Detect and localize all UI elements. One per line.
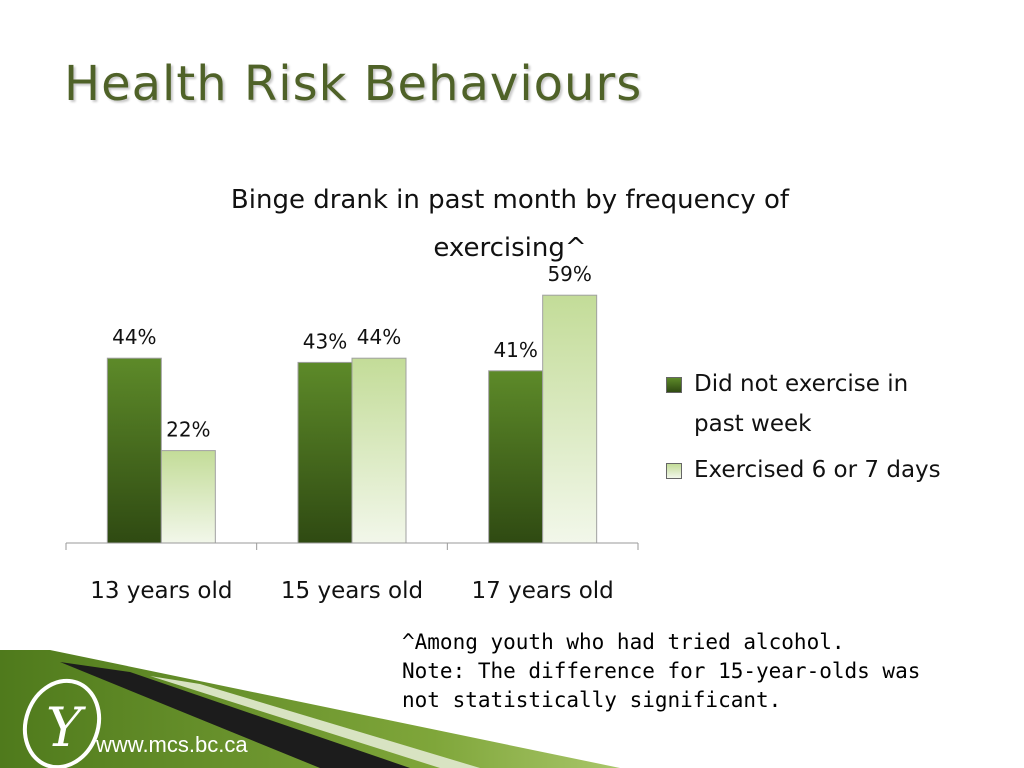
footer-url: www.mcs.bc.ca [96,732,248,757]
logo-letter: Y [46,696,86,759]
bar-exercised-3 [542,294,598,544]
footnote-line-2: Note: The difference for 15-year-olds wa… [402,659,921,683]
footnote-line-1: ^Among youth who had tried alcohol. [402,630,845,654]
footer-green-band [0,650,620,768]
footer-dark-stripe [60,662,410,768]
footer-light-stripe [150,676,480,768]
data-label-did-not-exercise-1: 44% [112,325,156,349]
legend-swatch-light [666,463,682,479]
chart-title-line-2: exercising^ [433,233,587,263]
data-label-exercised-3: 59% [547,262,591,286]
data-label-did-not-exercise-2: 43% [303,329,347,353]
category-label-2: 15 years old [281,578,423,604]
category-label-3: 17 years old [472,578,614,604]
data-label-exercised-1: 22% [166,418,210,442]
slide-title: Health Risk Behaviours [64,56,643,112]
chart-title: Binge drank in past month by frequency o… [160,176,860,272]
data-label-exercised-2: 44% [357,325,401,349]
chart-title-line-1: Binge drank in past month by frequency o… [230,185,790,215]
footnote-line-3: not statistically significant. [402,688,782,712]
data-label-did-not-exercise-3: 41% [493,338,537,362]
legend-label-exercised: Exercised 6 or 7 days [694,457,941,483]
legend-label-did-not-exercise-line-1: Did not exercise in [694,371,909,397]
legend-label-did-not-exercise-line-2: past week [694,411,812,437]
legend-swatch-dark [666,377,682,393]
footnote: ^Among youth who had tried alcohol. Note… [402,628,920,715]
logo-ring-icon [22,678,102,768]
category-label-1: 13 years old [90,578,232,604]
